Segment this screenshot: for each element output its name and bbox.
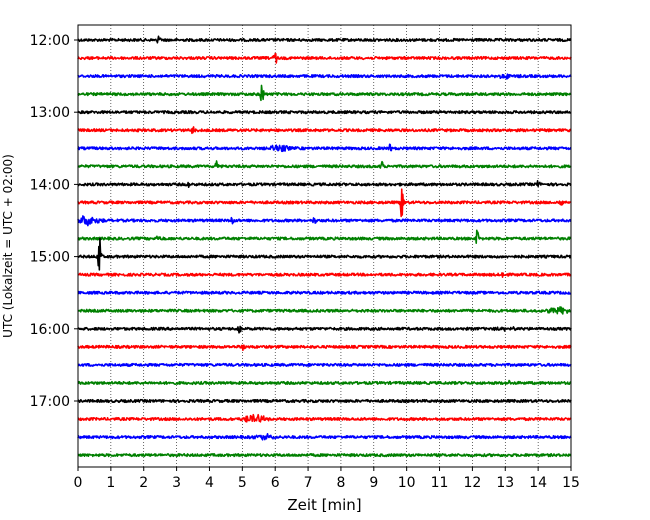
trace-series	[77, 35, 572, 458]
y-axis-label: UTC (Lokalzeit = UTC + 02:00)	[1, 154, 15, 338]
x-tick-label: 9	[369, 475, 378, 491]
x-tick-label: 8	[336, 475, 345, 491]
trace-1715	[77, 413, 572, 423]
x-tick-label: 0	[74, 475, 83, 491]
trace-1500	[77, 237, 572, 271]
trace-1245	[77, 84, 572, 102]
trace-1300	[77, 110, 572, 115]
trace-1415	[77, 188, 572, 218]
trace-1630	[77, 362, 572, 367]
x-tick-label: 15	[562, 475, 580, 491]
x-tick-label: 10	[398, 475, 416, 491]
x-tick-label: 1	[106, 475, 115, 491]
x-tick-label: 7	[304, 475, 313, 491]
x-tick-label: 2	[139, 475, 148, 491]
x-tick-label: 6	[271, 475, 280, 491]
y-tick-label: 15:00	[30, 250, 70, 266]
y-tick-label: 13:00	[30, 105, 70, 121]
trace-1400	[77, 180, 572, 189]
trace-1330	[77, 143, 572, 153]
trace-1230	[77, 73, 572, 80]
trace-1315	[77, 126, 572, 135]
trace-1615	[77, 344, 572, 352]
trace-1545	[77, 306, 572, 315]
trace-1515	[77, 272, 572, 278]
x-tick-label: 11	[431, 475, 449, 491]
x-axis-ticks: 0 1 2 3 4 5 6 7 8 9 10 11 12 13 14 15	[74, 467, 580, 491]
trace-1200	[77, 35, 572, 44]
x-tick-label: 3	[172, 475, 181, 491]
y-tick-label: 12:00	[30, 33, 70, 49]
trace-1215	[77, 52, 572, 64]
trace-1745	[77, 453, 572, 458]
x-tick-label: 13	[496, 475, 514, 491]
plot-frame	[77, 24, 572, 468]
y-tick-label: 14:00	[30, 177, 70, 193]
x-tick-label: 12	[463, 475, 481, 491]
trace-1700	[77, 398, 572, 404]
y-tick-label: 16:00	[30, 322, 70, 338]
x-tick-label: 4	[205, 475, 214, 491]
x-tick-label: 14	[529, 475, 547, 491]
y-tick-label: 17:00	[30, 394, 70, 410]
trace-1345	[77, 160, 572, 169]
x-axis-label: Zeit [min]	[287, 496, 361, 514]
trace-1445	[77, 229, 572, 244]
trace-1430	[77, 215, 572, 227]
trace-1730	[77, 432, 572, 441]
x-tick-label: 5	[238, 475, 247, 491]
y-axis-ticks: 12:00 13:00 14:00 15:00 16:00 17:00	[30, 33, 78, 410]
trace-1600	[77, 325, 572, 334]
trace-1530	[77, 290, 572, 295]
trace-1645	[77, 379, 572, 386]
